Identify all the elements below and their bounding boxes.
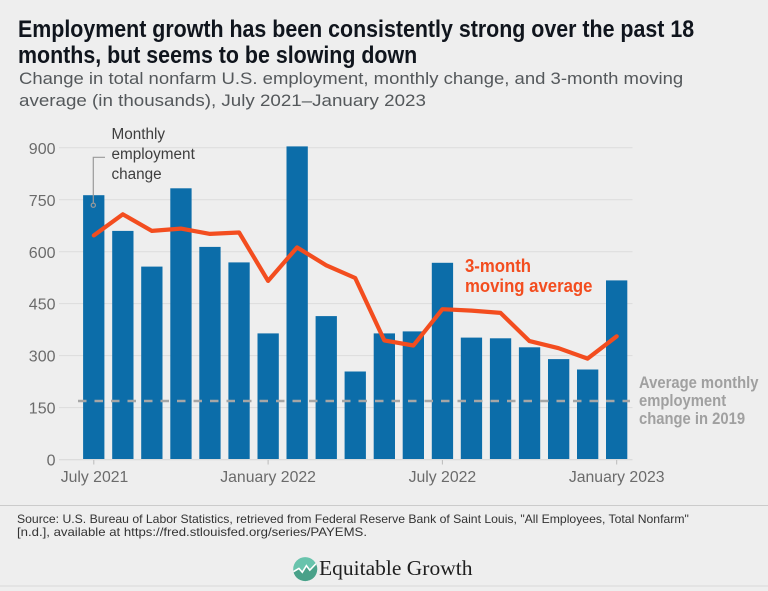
svg-text:600: 600: [29, 245, 56, 262]
svg-text:January 2022: January 2022: [220, 469, 316, 486]
svg-text:300: 300: [29, 349, 56, 366]
svg-text:January 2023: January 2023: [569, 469, 665, 486]
svg-text:0: 0: [47, 453, 56, 470]
svg-text:900: 900: [29, 141, 56, 158]
svg-text:July 2021: July 2021: [61, 469, 129, 486]
svg-text:July 2022: July 2022: [409, 469, 477, 486]
svg-text:450: 450: [29, 297, 56, 314]
svg-text:150: 150: [29, 401, 56, 418]
svg-text:750: 750: [29, 193, 56, 210]
